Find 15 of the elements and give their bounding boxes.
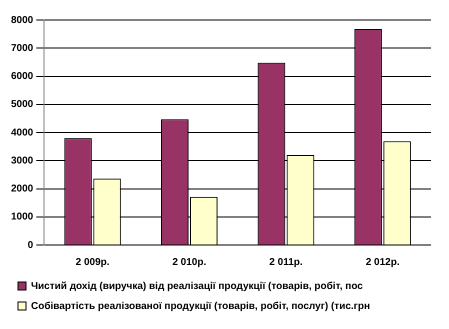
y-tick-label: 0 bbox=[28, 240, 34, 251]
y-tick-label: 1000 bbox=[10, 212, 34, 223]
y-tick-label: 4000 bbox=[10, 127, 34, 138]
legend-label: Чистий дохід (виручка) від реалізації продукції (товарів, робіт, пос bbox=[31, 280, 364, 292]
y-tick-label: 5000 bbox=[10, 99, 34, 110]
y-tick-label: 6000 bbox=[10, 71, 34, 82]
y-tick-label: 2000 bbox=[10, 184, 34, 194]
x-tick-label: 2 012р. bbox=[366, 256, 400, 268]
x-tick-label: 2 010р. bbox=[172, 256, 206, 268]
y-tick-label: 8000 bbox=[10, 14, 34, 26]
y-tick-label: 7000 bbox=[10, 42, 34, 54]
legend-label: Собівартість реалізованої продукції (товарів, робіт, послуг) (тис.грн bbox=[31, 300, 370, 312]
x-tick-label: 2 009р. bbox=[76, 256, 110, 268]
y-tick-label: 3000 bbox=[10, 155, 34, 166]
x-tick-label: 2 011р. bbox=[269, 256, 303, 268]
